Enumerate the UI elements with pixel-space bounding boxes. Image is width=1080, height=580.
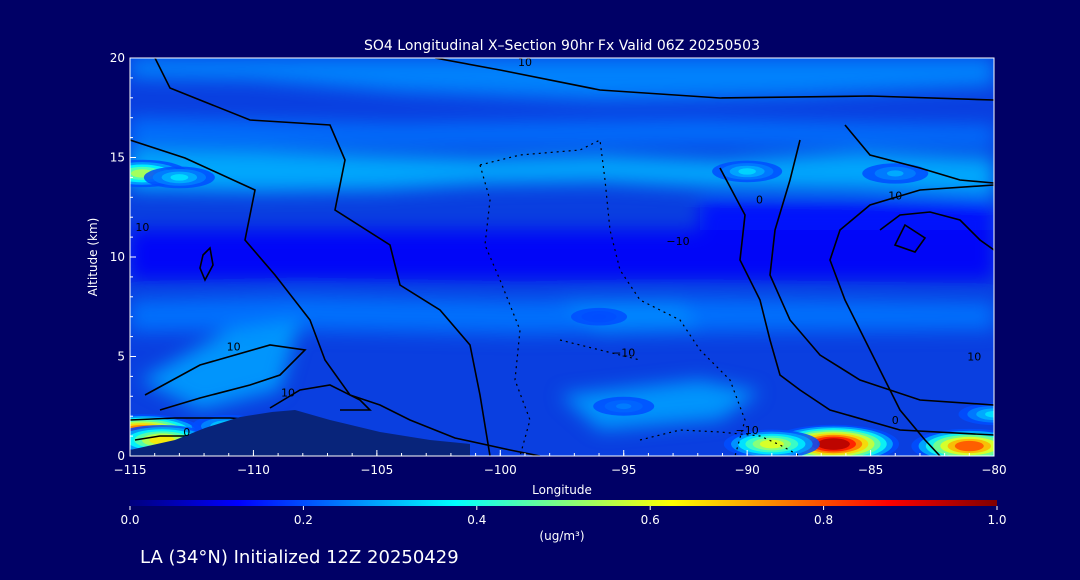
concentration-hotspot	[571, 307, 628, 326]
concentration-hotspot	[143, 166, 215, 189]
y-tick-label: 0	[117, 449, 125, 463]
contour-label: 0	[183, 426, 190, 439]
concentration-field	[130, 58, 994, 430]
contour-label: 10	[967, 350, 981, 363]
concentration-band	[140, 320, 300, 410]
contour-label: 0	[756, 193, 763, 206]
x-axis-label: Longitude	[532, 483, 592, 497]
x-tick-label: −95	[611, 463, 636, 477]
contour-label: 10	[135, 221, 149, 234]
contour-line-dotted	[479, 164, 531, 456]
concentration-hotspot	[723, 429, 820, 456]
x-tick-label: −115	[114, 463, 147, 477]
x-axis: −115 −110 −105 −100 −95 −90 −85 −80	[114, 450, 1007, 477]
colorbar-tick-label: 0.4	[467, 513, 486, 527]
colorbar	[130, 500, 997, 506]
contour-line-solid	[893, 223, 927, 253]
y-axis-label: Altitude (km)	[86, 218, 100, 297]
concentration-band	[130, 230, 994, 280]
contour-label: 10	[518, 56, 532, 69]
contour-label: −10	[612, 347, 635, 360]
y-tick-label: 20	[110, 51, 125, 65]
contour-line-solid	[130, 139, 541, 456]
colorbar-tick-label: 0.6	[641, 513, 660, 527]
y-tick-label: 15	[110, 151, 125, 165]
concentration-band	[560, 380, 760, 430]
concentration-hotspot	[712, 160, 783, 183]
x-tick-label: −90	[734, 463, 759, 477]
contour-label: 10	[227, 341, 241, 354]
contour-label: 10	[888, 189, 902, 202]
concentration-band	[130, 296, 994, 334]
concentration-hotspot	[593, 396, 655, 416]
contour-label: −10	[666, 235, 689, 248]
footer-caption: LA (34°N) Initialized 12Z 20250429	[140, 547, 459, 568]
contour-line-dotted	[479, 139, 746, 456]
colorbar-tick-label: 0.8	[814, 513, 833, 527]
colorbar-ticks: 0.0 0.2 0.4 0.6 0.8 1.0	[120, 506, 1007, 527]
contour-line-solid	[844, 124, 994, 184]
contour-label: −10	[736, 424, 759, 437]
concentration-band	[130, 148, 994, 196]
contour-line-solid	[829, 184, 994, 456]
contour-labels: 10 10 10 10 0 0 −10 −10 −10 10 10 0	[135, 56, 981, 439]
colorbar-tick-label: 0.2	[294, 513, 313, 527]
concentration-hotspot	[911, 428, 994, 456]
x-tick-label: −110	[237, 463, 270, 477]
contour-line-solid	[769, 139, 994, 406]
x-tick-label: −100	[484, 463, 517, 477]
contour-line-solid	[154, 58, 491, 456]
y-tick-label: 5	[117, 350, 125, 364]
colorbar-tick-label: 0.0	[120, 513, 139, 527]
contour-line-solid	[434, 58, 994, 101]
contour-line-solid	[719, 167, 994, 436]
contour-lines	[130, 58, 994, 456]
concentration-band	[700, 200, 994, 230]
contour-line-solid	[879, 211, 994, 251]
contour-label: 0	[892, 414, 899, 427]
contour-line-dotted	[559, 339, 641, 361]
contour-line-solid	[144, 344, 307, 411]
chart-title: SO4 Longitudinal X–Section 90hr Fx Valid…	[364, 38, 760, 54]
concentration-band	[130, 118, 994, 146]
concentration-band	[130, 58, 994, 100]
concentration-hotspot	[958, 403, 994, 426]
concentration-hotspot	[862, 163, 929, 184]
contour-line-solid	[199, 246, 214, 282]
y-tick-label: 10	[110, 250, 125, 264]
colorbar-tick-label: 1.0	[987, 513, 1006, 527]
x-tick-label: −85	[858, 463, 883, 477]
contour-label: 10	[281, 386, 295, 399]
x-tick-label: −80	[981, 463, 1006, 477]
y-axis: 0 5 10 15 20	[110, 51, 136, 463]
x-tick-label: −105	[360, 463, 393, 477]
terrain-mask	[130, 410, 470, 456]
contour-line-solid	[269, 384, 372, 411]
colorbar-units: (ug/m³)	[539, 529, 584, 543]
